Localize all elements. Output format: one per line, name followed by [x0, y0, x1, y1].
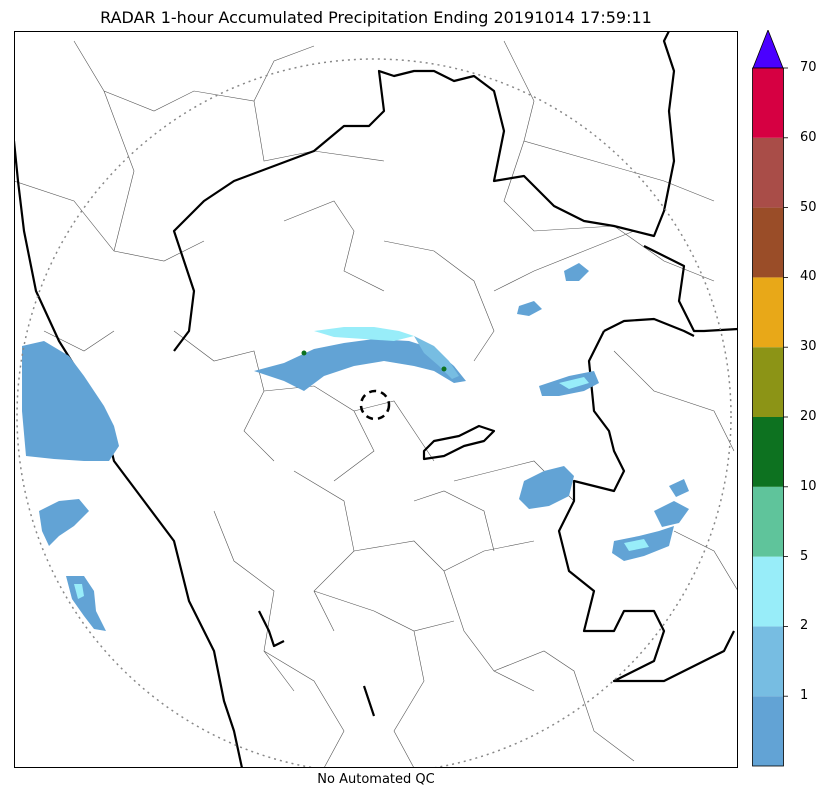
echo-east-south-core [624, 539, 649, 551]
radar-site-marker [359, 389, 391, 421]
colorbar-extend-arrow [752, 28, 784, 69]
colorbar-tick-label: 10 [800, 478, 817, 494]
qc-status-label: No Automated QC [317, 772, 435, 787]
echo-southwest-1 [39, 499, 89, 546]
colorbar-segment [752, 417, 784, 487]
echo-southwest-2-core [74, 584, 84, 599]
colorbar-tick-label: 70 [800, 60, 817, 75]
colorbar-tick-label: 2 [800, 618, 809, 634]
echo-northeast-small [517, 301, 542, 316]
echo-band-core [414, 336, 459, 379]
colorbar-tick-label: 20 [800, 409, 817, 424]
range-ring [16, 58, 732, 768]
echo-band-north-light [314, 327, 414, 341]
echo-green-cell-2 [441, 366, 447, 372]
colorbar-tick-label: 40 [800, 269, 817, 285]
echo-west-coast [22, 341, 119, 461]
colorbar [752, 28, 825, 770]
echo-northeast [564, 263, 589, 281]
colorbar-segment [752, 696, 784, 766]
echo-east-1-core [559, 377, 589, 389]
precipitation-echoes [22, 263, 689, 631]
colorbar-tick-label: 50 [800, 199, 817, 215]
colorbar-tick-label: 60 [800, 129, 817, 145]
chart-title: RADAR 1-hour Accumulated Precipitation E… [100, 8, 652, 27]
state-boundaries [14, 31, 738, 768]
map-background [14, 31, 738, 768]
echo-band-north [254, 339, 466, 391]
colorbar-segment [752, 347, 784, 417]
echo-green-cell-1 [301, 350, 307, 356]
colorbar-segments [752, 67, 788, 766]
colorbar-segment [752, 137, 784, 208]
radar-map [14, 31, 738, 768]
colorbar-segment [752, 68, 784, 138]
colorbar-segment [752, 626, 784, 697]
colorbar-segment [752, 277, 784, 348]
colorbar-segment [752, 207, 784, 278]
colorbar-tick-label: 5 [800, 548, 809, 564]
echo-far-east-top [669, 479, 689, 497]
colorbar-tick-label: 30 [800, 339, 817, 355]
colorbar-tick-label: 1 [800, 688, 809, 704]
colorbar-segment [752, 486, 784, 557]
colorbar-segment [752, 556, 784, 627]
map-border [14, 31, 738, 768]
echo-far-east [654, 501, 689, 527]
echo-east-mid [519, 466, 574, 509]
